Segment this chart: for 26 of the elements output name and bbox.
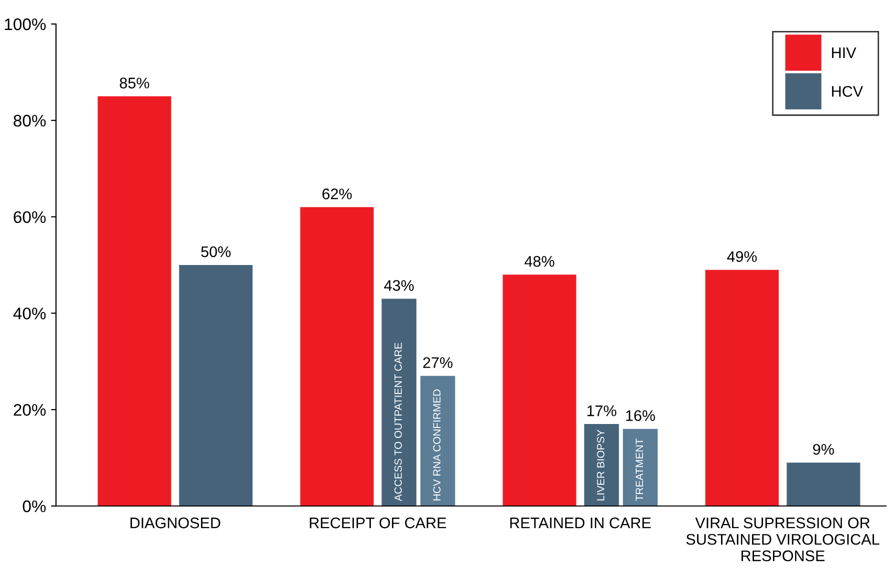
- y-tick-label: 100%: [4, 18, 46, 30]
- y-tick-label: 40%: [13, 308, 46, 320]
- data-label: 49%: [727, 251, 757, 262]
- x-tick-label: VIRAL SUPRESSION OR SUSTAINED VIROLOGICAL RESPONSE: [686, 518, 880, 562]
- annotation: HCV RNA CONFIRMED: [433, 389, 441, 500]
- data-label: 50%: [201, 246, 231, 258]
- x-tick-label: RETAINED IN CARE: [510, 518, 651, 528]
- x-tick-label: RECEIPT OF CARE: [310, 518, 446, 528]
- data-label: 62%: [322, 188, 352, 200]
- y-tick-label: 20%: [14, 404, 46, 416]
- data-label: 48%: [524, 256, 554, 267]
- y-tick-label: 0%: [22, 500, 46, 512]
- y-tick-label: 80%: [14, 114, 46, 127]
- legend-label: HIV: [832, 47, 856, 58]
- data-label: 9%: [813, 444, 834, 455]
- data-label: 27%: [423, 357, 452, 368]
- y-tick-label: 60%: [14, 211, 46, 224]
- legend-label: HCV: [832, 86, 864, 97]
- data-label: 85%: [120, 78, 150, 88]
- data-label: 43%: [384, 280, 414, 291]
- annotation: TREATMENT: [636, 438, 643, 501]
- annotation: LIVER BIOPSY: [596, 430, 604, 500]
- x-tick-label: DIAGNOSED: [130, 518, 220, 528]
- data-label: 16%: [626, 410, 656, 422]
- annotation: ACCESS TO OUTPATIENT CARE: [394, 342, 402, 502]
- data-label: 17%: [587, 405, 616, 416]
